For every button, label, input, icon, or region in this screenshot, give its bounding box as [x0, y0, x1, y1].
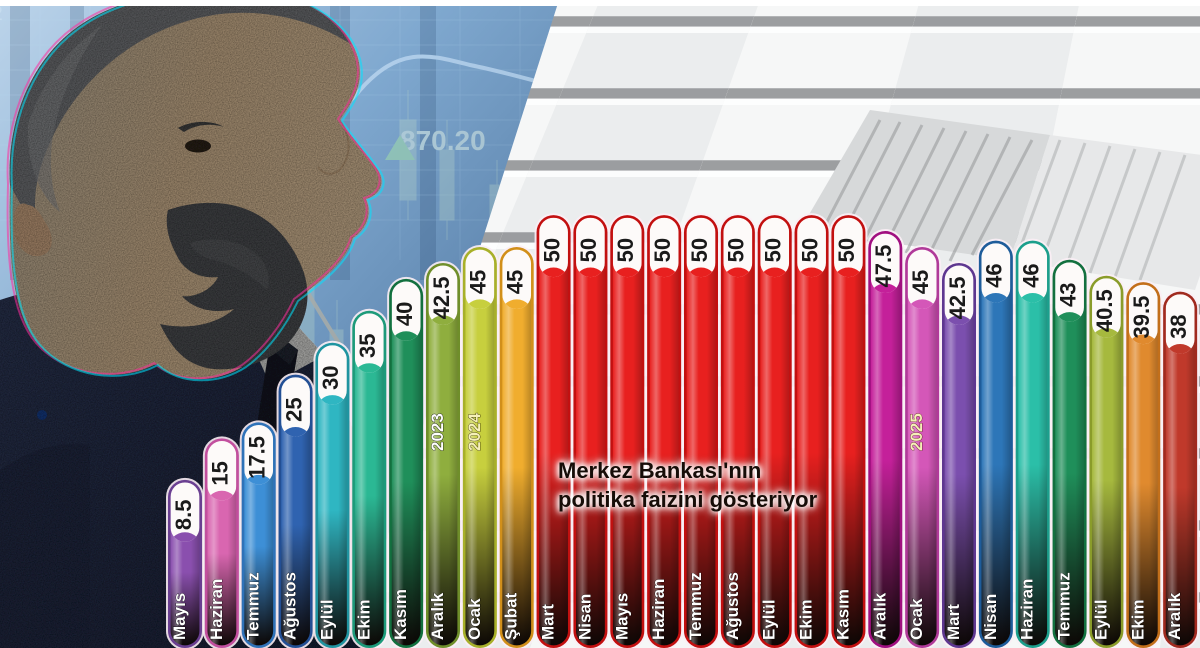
svg-text:35: 35 — [355, 334, 380, 358]
svg-text:2024: 2024 — [465, 413, 484, 451]
svg-text:Temmuz: Temmuz — [686, 572, 705, 640]
svg-text:Nisan: Nisan — [981, 594, 1000, 640]
svg-text:47.5: 47.5 — [871, 245, 896, 288]
svg-text:Eylül: Eylül — [760, 599, 779, 640]
svg-text:Ağustos: Ağustos — [723, 572, 742, 640]
svg-text:Kasım: Kasım — [391, 589, 410, 640]
svg-text:40.5: 40.5 — [1092, 289, 1117, 332]
svg-text:45: 45 — [466, 270, 491, 294]
svg-text:43: 43 — [1055, 283, 1080, 307]
svg-text:Ağustos: Ağustos — [281, 572, 300, 640]
svg-text:42.5: 42.5 — [945, 277, 970, 320]
svg-text:Kasım: Kasım — [833, 589, 852, 640]
svg-text:50: 50 — [724, 238, 749, 262]
svg-text:45: 45 — [908, 270, 933, 294]
svg-text:17.5: 17.5 — [245, 436, 270, 479]
svg-text:Şubat: Şubat — [502, 592, 521, 640]
svg-text:Ekim: Ekim — [1128, 599, 1147, 640]
svg-text:46: 46 — [982, 263, 1007, 287]
svg-text:Haziran: Haziran — [207, 579, 226, 640]
svg-text:Aralık: Aralık — [428, 592, 447, 640]
svg-text:Ekim: Ekim — [354, 599, 373, 640]
svg-text:30: 30 — [318, 365, 343, 389]
svg-text:Temmuz: Temmuz — [1055, 572, 1074, 640]
svg-text:Ocak: Ocak — [907, 598, 926, 640]
svg-text:50: 50 — [797, 238, 822, 262]
svg-text:39.5: 39.5 — [1129, 296, 1154, 339]
svg-text:50: 50 — [687, 238, 712, 262]
svg-text:25: 25 — [281, 397, 306, 421]
svg-text:Mart: Mart — [944, 604, 963, 640]
svg-text:38: 38 — [1166, 314, 1191, 338]
svg-text:46: 46 — [1019, 263, 1044, 287]
svg-text:45: 45 — [503, 270, 528, 294]
svg-text:Mayıs: Mayıs — [170, 593, 189, 640]
svg-text:Eylül: Eylül — [1091, 599, 1110, 640]
svg-text:40: 40 — [392, 302, 417, 326]
svg-text:Mart: Mart — [539, 604, 558, 640]
svg-text:Nisan: Nisan — [575, 594, 594, 640]
svg-text:50: 50 — [576, 238, 601, 262]
svg-text:15: 15 — [208, 461, 233, 485]
svg-text:50: 50 — [650, 238, 675, 262]
svg-text:Haziran: Haziran — [649, 579, 668, 640]
svg-text:Haziran: Haziran — [1018, 579, 1037, 640]
svg-text:50: 50 — [539, 238, 564, 262]
svg-text:Aralık: Aralık — [1165, 592, 1184, 640]
svg-text:50: 50 — [761, 238, 786, 262]
svg-text:8.5: 8.5 — [171, 500, 196, 531]
svg-text:50: 50 — [834, 238, 859, 262]
svg-text:Aralık: Aralık — [870, 592, 889, 640]
svg-text:42.5: 42.5 — [429, 277, 454, 320]
svg-text:Ocak: Ocak — [465, 598, 484, 640]
svg-text:Mayıs: Mayıs — [612, 593, 631, 640]
svg-text:Eylül: Eylül — [317, 599, 336, 640]
svg-text:2023: 2023 — [428, 413, 447, 451]
svg-text:Temmuz: Temmuz — [244, 572, 263, 640]
svg-text:50: 50 — [613, 238, 638, 262]
svg-text:Ekim: Ekim — [797, 599, 816, 640]
svg-text:2025: 2025 — [907, 413, 926, 451]
